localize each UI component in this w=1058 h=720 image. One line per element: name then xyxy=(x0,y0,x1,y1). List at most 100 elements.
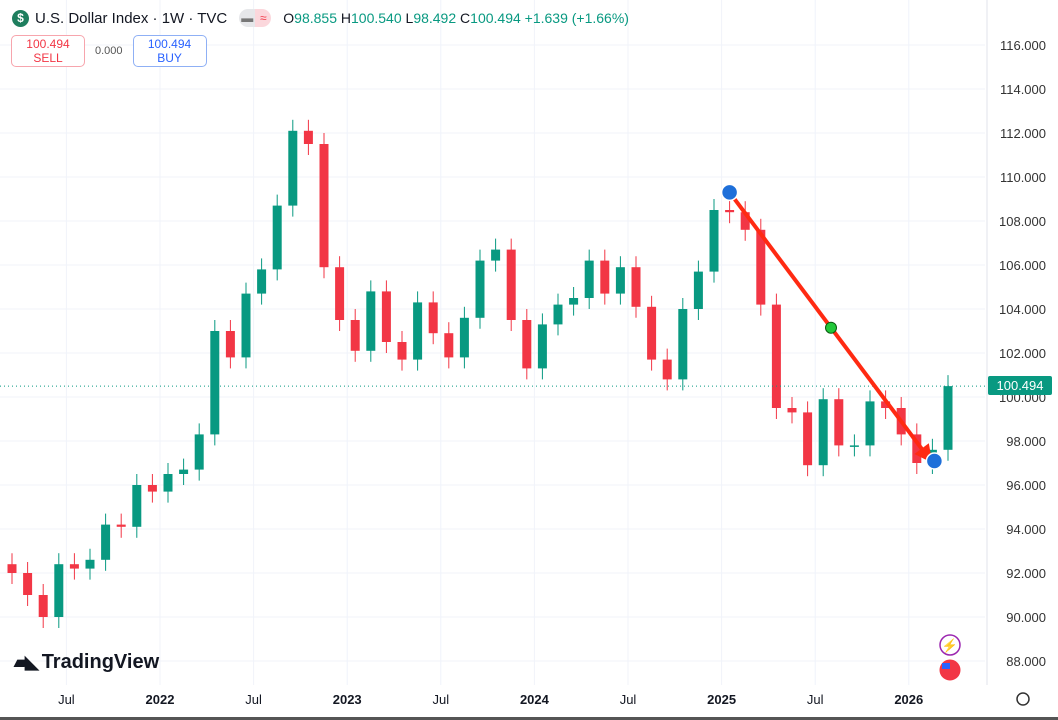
y-tick-label: 88.000 xyxy=(1006,654,1046,669)
x-tick-label: 2026 xyxy=(894,692,923,707)
candle-body xyxy=(23,573,33,595)
candle-body xyxy=(85,559,95,569)
candle-body xyxy=(54,564,64,617)
candle-body xyxy=(69,564,79,569)
sell-label: SELL xyxy=(33,51,63,65)
candle-body xyxy=(257,269,267,294)
candle-body xyxy=(116,524,126,527)
candle-body xyxy=(803,412,813,466)
candle-body xyxy=(881,401,891,408)
minus-icon[interactable]: ▬ xyxy=(239,9,256,27)
y-tick-label: 98.000 xyxy=(1006,434,1046,449)
candle-body xyxy=(569,298,579,305)
candle-body xyxy=(943,386,953,450)
y-tick-label: 90.000 xyxy=(1006,610,1046,625)
candle-body xyxy=(631,267,641,307)
tradingview-logo[interactable]: ▰◣ TradingView xyxy=(14,651,159,674)
candle-body xyxy=(459,317,469,358)
candle-body xyxy=(288,130,298,206)
legend-toggle[interactable]: ▬ ≈ xyxy=(239,9,272,27)
y-tick-label: 102.000 xyxy=(999,346,1046,361)
ohlc-values: O98.855 H100.540 L98.492 C100.494 +1.639… xyxy=(283,10,629,26)
candle-body xyxy=(491,249,501,261)
candle-body xyxy=(381,291,391,342)
candle-body xyxy=(475,260,485,318)
candle-body xyxy=(397,342,407,360)
y-tick-label: 96.000 xyxy=(1006,478,1046,493)
candle-body xyxy=(787,408,797,413)
candle-body xyxy=(522,320,532,369)
candle-body xyxy=(615,267,625,294)
candle-body xyxy=(272,205,282,270)
candle-body xyxy=(849,445,859,447)
y-tick-label: 116.000 xyxy=(1000,38,1046,53)
candle-body xyxy=(7,564,17,573)
candle-body xyxy=(506,249,516,320)
candle-body xyxy=(725,210,735,213)
last-price-label: 100.494 xyxy=(988,376,1052,395)
candle-body xyxy=(163,474,173,492)
x-tick-label: Jul xyxy=(245,692,262,707)
arrow-start-handle xyxy=(720,183,739,202)
y-tick-label: 108.000 xyxy=(999,214,1046,229)
candle-body xyxy=(179,469,189,474)
y-tick-label: 104.000 xyxy=(999,302,1046,317)
arrow-mid-handle xyxy=(825,321,837,334)
candle-body xyxy=(740,212,750,230)
candle-body xyxy=(366,291,376,351)
candle-body xyxy=(709,210,719,272)
us-flag-canton xyxy=(942,663,950,669)
candle-body xyxy=(225,331,235,358)
candle-body xyxy=(662,359,672,380)
candle-body xyxy=(194,434,204,470)
symbol-title[interactable]: U.S. Dollar Index · 1W · TVC xyxy=(35,9,228,27)
candle-body xyxy=(865,401,875,446)
candle-body xyxy=(101,524,111,560)
x-tick-label: Jul xyxy=(432,692,449,707)
trade-panel: 100.494 SELL 0.000 100.494 BUY xyxy=(11,35,207,67)
candle-body xyxy=(303,130,313,144)
x-tick-label: 2023 xyxy=(333,692,362,707)
candle-body xyxy=(693,271,703,309)
candle-body xyxy=(319,144,329,268)
candle-body xyxy=(147,485,157,492)
trend-arrow-line xyxy=(727,191,926,453)
candle-body xyxy=(912,434,922,463)
y-tick-label: 110.000 xyxy=(1000,170,1046,185)
x-tick-label: Jul xyxy=(620,692,637,707)
lightning-icon xyxy=(939,634,961,656)
candle-body xyxy=(38,595,48,617)
candle-body xyxy=(210,331,220,435)
candle-body xyxy=(335,267,345,320)
candle-body xyxy=(756,229,766,305)
candle-body xyxy=(771,304,781,408)
buy-price: 100.494 xyxy=(147,37,192,51)
buy-button[interactable]: 100.494 BUY xyxy=(132,35,207,67)
sell-button[interactable]: 100.494 SELL xyxy=(11,35,85,67)
buy-label: BUY xyxy=(157,51,182,65)
x-tick-label: 2024 xyxy=(520,692,550,707)
settings-icon xyxy=(1016,692,1030,706)
legend-header: $ U.S. Dollar Index · 1W · TVC ▬ ≈ O98.8… xyxy=(12,9,629,27)
y-tick-label: 114.000 xyxy=(1000,82,1046,97)
y-tick-label: 112.000 xyxy=(1000,126,1046,141)
dollar-icon: $ xyxy=(12,9,29,27)
candle-body xyxy=(537,324,547,369)
approx-icon[interactable]: ≈ xyxy=(255,9,272,27)
spread: 0.000 xyxy=(95,45,123,57)
x-tick-label: 2025 xyxy=(707,692,736,707)
x-tick-label: Jul xyxy=(807,692,824,707)
candle-body xyxy=(647,306,657,360)
brand-name: TradingView xyxy=(41,651,160,673)
candle-body xyxy=(834,399,844,446)
candle-body xyxy=(428,302,438,334)
y-tick-label: 94.000 xyxy=(1006,522,1046,537)
x-tick-label: 2022 xyxy=(146,692,175,707)
lightning-glyph: ⚡ xyxy=(942,638,958,654)
y-tick-label: 106.000 xyxy=(999,258,1046,273)
candle-body xyxy=(553,304,563,325)
sell-price: 100.494 xyxy=(26,37,70,51)
candle-body xyxy=(413,302,423,360)
